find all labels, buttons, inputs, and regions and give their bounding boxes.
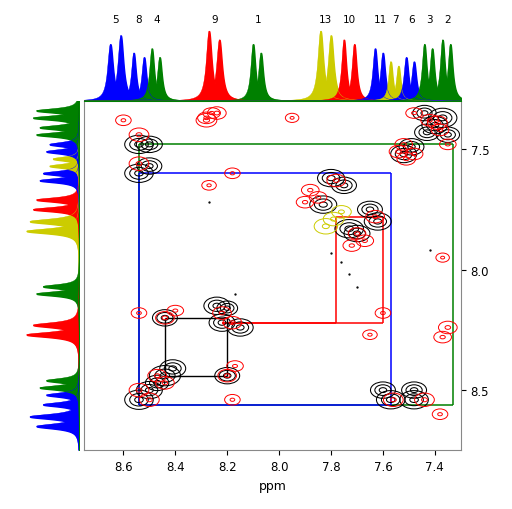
Text: 11: 11 xyxy=(374,15,387,25)
Text: 7: 7 xyxy=(393,15,399,25)
Text: 13: 13 xyxy=(319,15,332,25)
Text: 5: 5 xyxy=(112,15,119,25)
Text: 10: 10 xyxy=(343,15,356,25)
X-axis label: ppm: ppm xyxy=(259,478,287,492)
Text: 8: 8 xyxy=(136,15,142,25)
Text: 1: 1 xyxy=(255,15,262,25)
Text: 2: 2 xyxy=(444,15,451,25)
Text: 3: 3 xyxy=(426,15,433,25)
Text: 6: 6 xyxy=(408,15,415,25)
Text: 9: 9 xyxy=(211,15,218,25)
Text: 4: 4 xyxy=(154,15,160,25)
